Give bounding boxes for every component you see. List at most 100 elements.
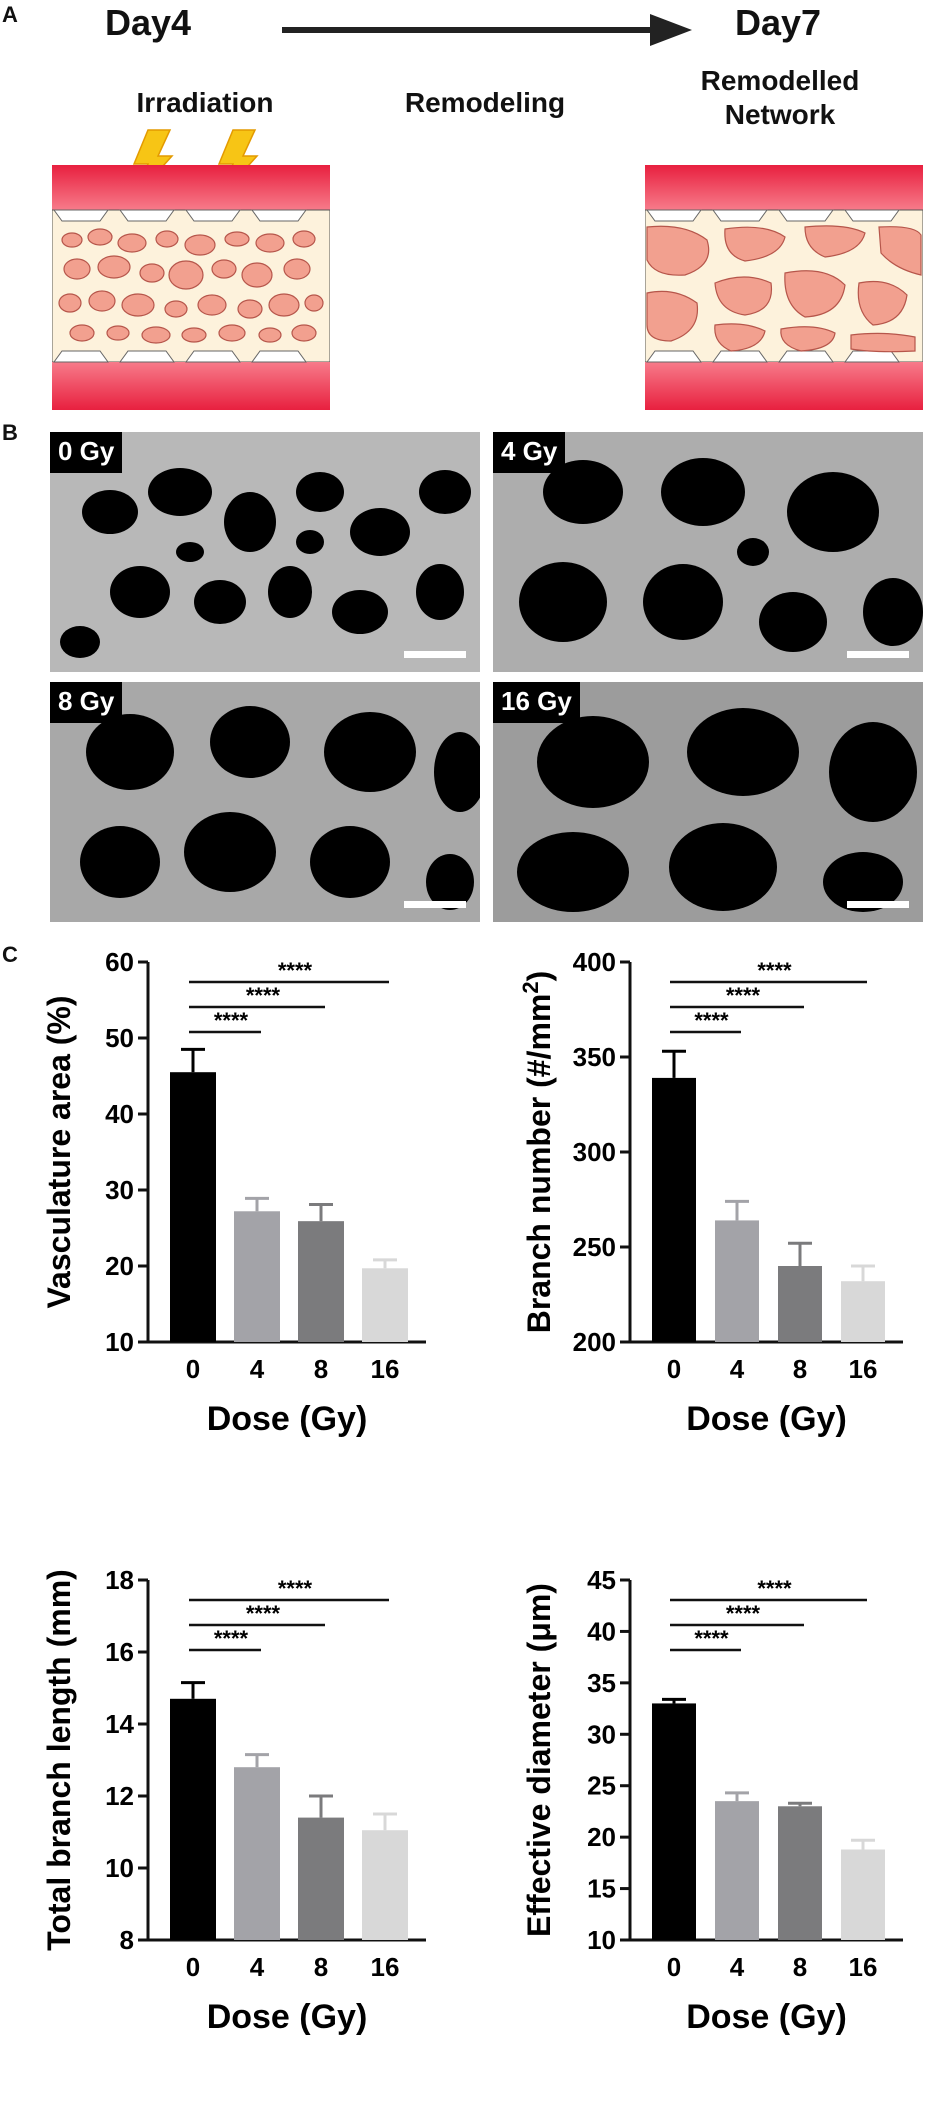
y-tick-label: 40 [105,1099,134,1129]
y-tick-label: 14 [105,1709,134,1739]
significance-label: **** [694,1008,729,1033]
arrow-right-icon [282,14,692,46]
y-axis-label: Effective diameter (μm) [521,1583,557,1937]
device-before-diagram [52,165,330,410]
x-tick-label: 0 [186,1952,200,1982]
day-start-label: Day4 [105,2,192,43]
y-tick-label: 18 [105,1565,134,1595]
bar-dose-8 [778,1806,822,1940]
bar-dose-8 [298,1221,344,1342]
y-tick-label: 20 [587,1822,616,1852]
bar-dose-8 [778,1266,822,1342]
stage-remodelled-line1: Remodelled [700,65,860,96]
bar-dose-8 [298,1817,344,1940]
x-tick-label: 16 [371,1952,400,1982]
y-tick-label: 12 [105,1781,134,1811]
x-tick-label: 4 [730,1354,745,1384]
x-tick-label: 16 [371,1354,400,1384]
bar-dose-16 [841,1281,885,1342]
y-tick-label: 250 [573,1232,616,1262]
dose-label-8gy: 8 Gy [50,682,123,723]
y-tick-label: 35 [587,1668,616,1698]
micrograph-4gy: 4 Gy [493,432,923,672]
y-tick-label: 10 [105,1853,134,1883]
scale-bar [404,651,466,658]
x-tick-label: 16 [849,1354,878,1384]
bar-dose-4 [715,1220,759,1342]
device-after-diagram [645,165,923,410]
y-tick-label: 60 [105,947,134,977]
significance-label: **** [214,1626,249,1651]
bar-dose-0 [170,1698,216,1940]
y-tick-label: 10 [587,1925,616,1955]
significance-label: **** [726,983,761,1008]
dose-label-16gy: 16 Gy [493,682,580,723]
bar-dose-0 [652,1077,696,1342]
x-tick-label: 8 [314,1354,328,1384]
x-axis-label: Dose (Gy) [686,1998,847,2036]
x-tick-label: 16 [849,1952,878,1982]
y-axis-label: Vasculature area (%) [41,995,77,1308]
dose-label-4gy: 4 Gy [493,432,566,473]
y-tick-label: 25 [587,1771,616,1801]
x-tick-label: 8 [314,1952,328,1982]
y-tick-label: 30 [105,1175,134,1205]
significance-label: **** [278,1576,313,1601]
x-tick-label: 0 [667,1354,681,1384]
scale-bar [404,901,466,908]
y-tick-label: 30 [587,1719,616,1749]
significance-label: **** [246,983,281,1008]
y-axis-label: Branch number (#/mm2) [520,971,557,1334]
micrograph-network [50,682,480,922]
significance-label: **** [246,1601,281,1626]
stage-remodelled-label: Remodelled Network [670,64,890,132]
bar-dose-4 [715,1801,759,1940]
x-tick-label: 4 [250,1354,265,1384]
x-axis-label: Dose (Gy) [207,1998,368,2036]
y-tick-label: 10 [105,1327,134,1357]
y-tick-label: 50 [105,1023,134,1053]
x-tick-label: 0 [186,1354,200,1384]
x-axis-label: Dose (Gy) [686,1400,847,1438]
bar-dose-0 [652,1703,696,1940]
significance-label: **** [726,1601,761,1626]
y-tick-label: 45 [587,1565,616,1595]
significance-label: **** [757,1576,792,1601]
dose-label-0gy: 0 Gy [50,432,123,473]
stage-irradiation-label: Irradiation [136,87,274,118]
bar-dose-16 [841,1849,885,1940]
significance-label: **** [694,1626,729,1651]
significance-label: **** [214,1008,249,1033]
panel-b-letter: B [2,420,18,445]
scale-bar [847,651,909,658]
y-tick-label: 20 [105,1251,134,1281]
panel-a-letter: A [2,2,18,27]
micrograph-16gy: 16 Gy [493,682,923,922]
y-tick-label: 400 [573,947,616,977]
x-tick-label: 8 [793,1952,807,1982]
y-tick-label: 200 [573,1327,616,1357]
y-tick-label: 8 [120,1925,134,1955]
significance-label: **** [278,958,313,983]
x-axis-label: Dose (Gy) [207,1400,368,1438]
y-tick-label: 15 [587,1874,616,1904]
y-tick-label: 300 [573,1137,616,1167]
day-end-label: Day7 [735,2,822,43]
stage-remodelled-line2: Network [724,99,836,130]
stage-remodeling-label: Remodeling [404,87,566,118]
significance-label: **** [757,958,792,983]
bar-dose-4 [234,1767,280,1940]
y-tick-label: 350 [573,1042,616,1072]
x-tick-label: 4 [730,1952,745,1982]
bar-dose-16 [362,1268,408,1342]
y-tick-label: 40 [587,1616,616,1646]
panel-c-letter: C [2,942,18,967]
micrograph-8gy: 8 Gy [50,682,480,922]
bar-dose-4 [234,1211,280,1342]
y-axis-label: Total branch length (mm) [41,1569,77,1951]
x-tick-label: 8 [793,1354,807,1384]
